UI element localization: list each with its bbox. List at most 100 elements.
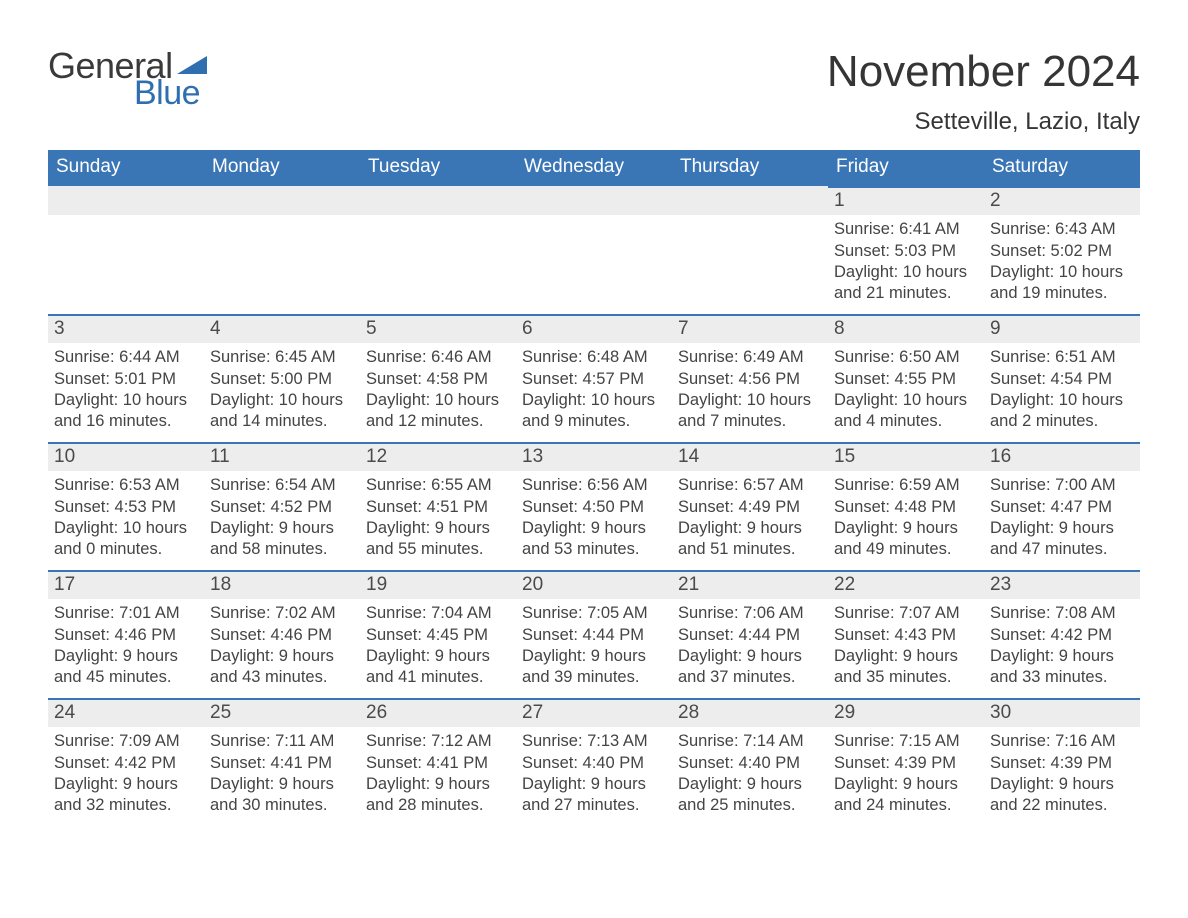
day-cell: 5Sunrise: 6:46 AMSunset: 4:58 PMDaylight…	[360, 314, 516, 442]
day-details: Sunrise: 7:05 AMSunset: 4:44 PMDaylight:…	[516, 599, 672, 693]
sunset-text: Sunset: 4:57 PM	[522, 369, 666, 390]
weekday-header: Tuesday	[360, 150, 516, 186]
daylight-text: Daylight: 9 hours and 58 minutes.	[210, 518, 354, 560]
title-block: November 2024 Setteville, Lazio, Italy	[827, 48, 1140, 136]
day-cell: 24Sunrise: 7:09 AMSunset: 4:42 PMDayligh…	[48, 698, 204, 826]
day-cell: 11Sunrise: 6:54 AMSunset: 4:52 PMDayligh…	[204, 442, 360, 570]
sunrise-text: Sunrise: 7:14 AM	[678, 731, 822, 752]
daylight-text: Daylight: 9 hours and 28 minutes.	[366, 774, 510, 816]
day-details: Sunrise: 7:08 AMSunset: 4:42 PMDaylight:…	[984, 599, 1140, 693]
day-details: Sunrise: 6:43 AMSunset: 5:02 PMDaylight:…	[984, 215, 1140, 309]
day-number: 7	[672, 314, 828, 343]
week-row: 24Sunrise: 7:09 AMSunset: 4:42 PMDayligh…	[48, 698, 1140, 826]
day-number: 8	[828, 314, 984, 343]
day-number: 15	[828, 442, 984, 471]
weeks-container: 1Sunrise: 6:41 AMSunset: 5:03 PMDaylight…	[48, 186, 1140, 826]
day-details: Sunrise: 6:55 AMSunset: 4:51 PMDaylight:…	[360, 471, 516, 565]
day-number: 21	[672, 570, 828, 599]
daylight-text: Daylight: 10 hours and 9 minutes.	[522, 390, 666, 432]
day-number: 16	[984, 442, 1140, 471]
sunset-text: Sunset: 4:56 PM	[678, 369, 822, 390]
day-cell	[672, 186, 828, 314]
daylight-text: Daylight: 10 hours and 19 minutes.	[990, 262, 1134, 304]
day-number	[672, 186, 828, 215]
day-details	[204, 215, 360, 225]
day-cell: 10Sunrise: 6:53 AMSunset: 4:53 PMDayligh…	[48, 442, 204, 570]
daylight-text: Daylight: 9 hours and 24 minutes.	[834, 774, 978, 816]
daylight-text: Daylight: 9 hours and 22 minutes.	[990, 774, 1134, 816]
sunrise-text: Sunrise: 7:13 AM	[522, 731, 666, 752]
day-cell: 23Sunrise: 7:08 AMSunset: 4:42 PMDayligh…	[984, 570, 1140, 698]
day-number	[516, 186, 672, 215]
day-cell: 15Sunrise: 6:59 AMSunset: 4:48 PMDayligh…	[828, 442, 984, 570]
day-number: 24	[48, 698, 204, 727]
day-number: 27	[516, 698, 672, 727]
daylight-text: Daylight: 9 hours and 25 minutes.	[678, 774, 822, 816]
sunrise-text: Sunrise: 6:54 AM	[210, 475, 354, 496]
day-cell: 29Sunrise: 7:15 AMSunset: 4:39 PMDayligh…	[828, 698, 984, 826]
day-details: Sunrise: 6:56 AMSunset: 4:50 PMDaylight:…	[516, 471, 672, 565]
day-cell: 21Sunrise: 7:06 AMSunset: 4:44 PMDayligh…	[672, 570, 828, 698]
day-number: 25	[204, 698, 360, 727]
day-details	[48, 215, 204, 225]
sunrise-text: Sunrise: 7:11 AM	[210, 731, 354, 752]
daylight-text: Daylight: 9 hours and 51 minutes.	[678, 518, 822, 560]
sunrise-text: Sunrise: 7:08 AM	[990, 603, 1134, 624]
day-details: Sunrise: 6:44 AMSunset: 5:01 PMDaylight:…	[48, 343, 204, 437]
day-details: Sunrise: 7:15 AMSunset: 4:39 PMDaylight:…	[828, 727, 984, 821]
sunrise-text: Sunrise: 6:56 AM	[522, 475, 666, 496]
daylight-text: Daylight: 9 hours and 27 minutes.	[522, 774, 666, 816]
day-cell: 8Sunrise: 6:50 AMSunset: 4:55 PMDaylight…	[828, 314, 984, 442]
day-number: 22	[828, 570, 984, 599]
sunset-text: Sunset: 4:44 PM	[522, 625, 666, 646]
weekday-header: Saturday	[984, 150, 1140, 186]
day-details: Sunrise: 6:45 AMSunset: 5:00 PMDaylight:…	[204, 343, 360, 437]
day-details: Sunrise: 6:46 AMSunset: 4:58 PMDaylight:…	[360, 343, 516, 437]
day-cell: 20Sunrise: 7:05 AMSunset: 4:44 PMDayligh…	[516, 570, 672, 698]
day-number: 10	[48, 442, 204, 471]
daylight-text: Daylight: 9 hours and 30 minutes.	[210, 774, 354, 816]
sunrise-text: Sunrise: 7:09 AM	[54, 731, 198, 752]
weekday-header-row: SundayMondayTuesdayWednesdayThursdayFrid…	[48, 150, 1140, 186]
day-details: Sunrise: 7:16 AMSunset: 4:39 PMDaylight:…	[984, 727, 1140, 821]
day-number: 17	[48, 570, 204, 599]
header: General Blue November 2024 Setteville, L…	[48, 48, 1140, 136]
sunrise-text: Sunrise: 7:00 AM	[990, 475, 1134, 496]
day-details: Sunrise: 7:11 AMSunset: 4:41 PMDaylight:…	[204, 727, 360, 821]
daylight-text: Daylight: 10 hours and 16 minutes.	[54, 390, 198, 432]
daylight-text: Daylight: 9 hours and 33 minutes.	[990, 646, 1134, 688]
day-number: 29	[828, 698, 984, 727]
day-details: Sunrise: 7:12 AMSunset: 4:41 PMDaylight:…	[360, 727, 516, 821]
day-details: Sunrise: 6:53 AMSunset: 4:53 PMDaylight:…	[48, 471, 204, 565]
sunset-text: Sunset: 4:54 PM	[990, 369, 1134, 390]
sunset-text: Sunset: 4:41 PM	[366, 753, 510, 774]
day-details: Sunrise: 7:01 AMSunset: 4:46 PMDaylight:…	[48, 599, 204, 693]
day-number: 6	[516, 314, 672, 343]
sunset-text: Sunset: 4:40 PM	[678, 753, 822, 774]
day-cell: 16Sunrise: 7:00 AMSunset: 4:47 PMDayligh…	[984, 442, 1140, 570]
daylight-text: Daylight: 9 hours and 32 minutes.	[54, 774, 198, 816]
sunrise-text: Sunrise: 7:16 AM	[990, 731, 1134, 752]
day-cell: 9Sunrise: 6:51 AMSunset: 4:54 PMDaylight…	[984, 314, 1140, 442]
sunset-text: Sunset: 4:47 PM	[990, 497, 1134, 518]
weekday-header: Wednesday	[516, 150, 672, 186]
calendar-page: General Blue November 2024 Setteville, L…	[0, 0, 1188, 886]
weekday-header: Friday	[828, 150, 984, 186]
sunset-text: Sunset: 4:43 PM	[834, 625, 978, 646]
week-row: 17Sunrise: 7:01 AMSunset: 4:46 PMDayligh…	[48, 570, 1140, 698]
day-details: Sunrise: 7:09 AMSunset: 4:42 PMDaylight:…	[48, 727, 204, 821]
day-number: 18	[204, 570, 360, 599]
daylight-text: Daylight: 10 hours and 0 minutes.	[54, 518, 198, 560]
day-number: 1	[828, 186, 984, 215]
sunset-text: Sunset: 4:40 PM	[522, 753, 666, 774]
day-cell: 22Sunrise: 7:07 AMSunset: 4:43 PMDayligh…	[828, 570, 984, 698]
sunset-text: Sunset: 4:39 PM	[990, 753, 1134, 774]
day-details	[672, 215, 828, 225]
sunrise-text: Sunrise: 6:49 AM	[678, 347, 822, 368]
daylight-text: Daylight: 9 hours and 55 minutes.	[366, 518, 510, 560]
day-cell	[360, 186, 516, 314]
day-details	[516, 215, 672, 225]
weekday-header: Sunday	[48, 150, 204, 186]
sunrise-text: Sunrise: 7:15 AM	[834, 731, 978, 752]
daylight-text: Daylight: 10 hours and 21 minutes.	[834, 262, 978, 304]
